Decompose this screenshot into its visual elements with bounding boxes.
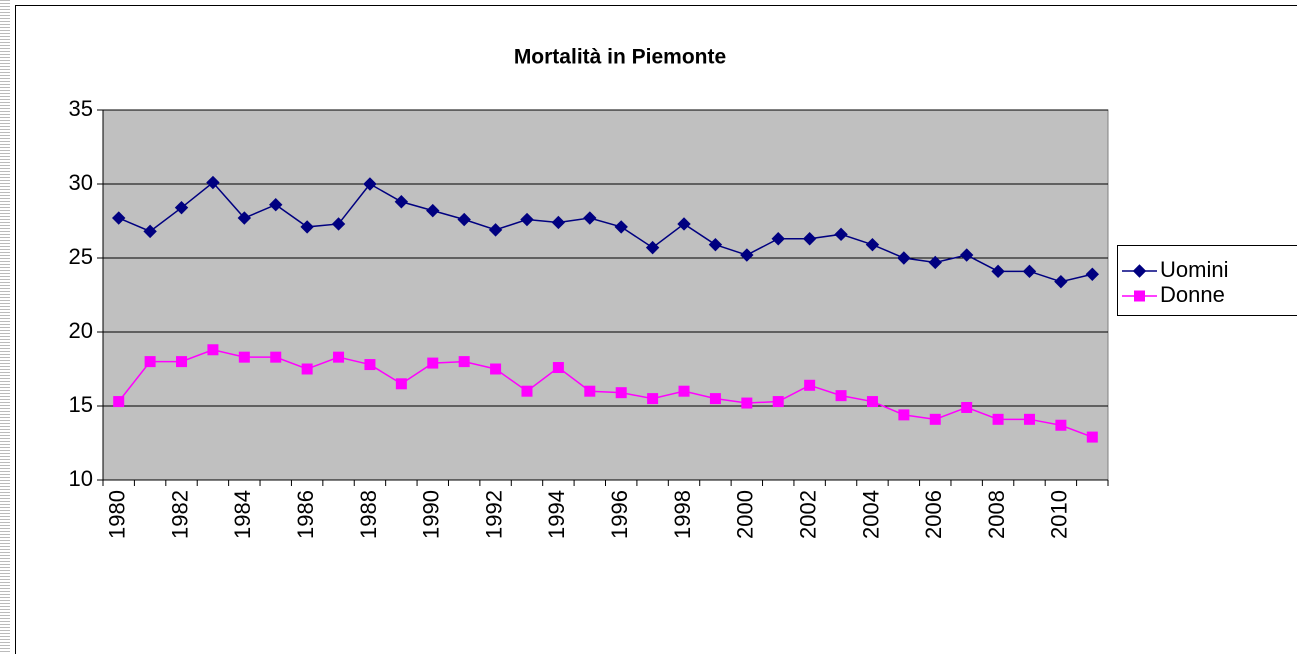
marker — [678, 385, 690, 397]
marker — [520, 212, 534, 227]
y-tick-label: 15 — [69, 392, 93, 417]
marker — [1022, 264, 1037, 279]
x-tick-label: 2000 — [733, 490, 758, 539]
marker — [521, 385, 533, 397]
marker — [959, 248, 974, 262]
marker — [333, 351, 345, 363]
marker — [614, 220, 628, 234]
x-tick-label: 1992 — [481, 490, 506, 539]
x-tick-label: 2004 — [858, 490, 883, 539]
marker — [772, 396, 784, 408]
marker — [928, 255, 942, 270]
marker — [426, 203, 440, 218]
x-tick-label: 1984 — [230, 490, 255, 539]
marker — [206, 175, 220, 190]
marker — [961, 401, 973, 413]
marker — [458, 356, 470, 368]
marker — [834, 227, 848, 242]
marker — [300, 220, 314, 234]
marker — [551, 215, 566, 230]
y-tick-label: 20 — [69, 318, 93, 343]
marker — [174, 200, 189, 215]
marker — [270, 351, 282, 363]
marker — [645, 240, 660, 255]
marker — [207, 344, 219, 356]
marker — [771, 232, 785, 246]
y-tick-label: 25 — [69, 244, 93, 269]
marker — [364, 359, 376, 371]
marker — [238, 351, 250, 363]
x-tick-label: 1996 — [607, 490, 632, 539]
legend-label: Donne — [1160, 282, 1225, 307]
marker — [929, 413, 941, 425]
marker — [176, 356, 188, 368]
marker — [898, 409, 910, 421]
x-tick-label: 1994 — [544, 490, 569, 539]
marker — [490, 363, 502, 375]
marker — [866, 396, 878, 408]
x-tick-label: 1988 — [356, 490, 381, 539]
marker — [1085, 267, 1100, 281]
marker — [1023, 413, 1035, 425]
marker — [802, 232, 817, 246]
marker — [709, 393, 721, 405]
x-tick-label: 1980 — [105, 490, 130, 539]
marker — [740, 248, 754, 262]
y-tick-label: 10 — [69, 466, 93, 491]
marker — [457, 212, 471, 227]
frame-edge — [0, 0, 10, 654]
marker — [1134, 290, 1145, 302]
x-tick-label: 2002 — [795, 490, 820, 539]
x-tick-label: 1982 — [167, 490, 192, 539]
marker — [615, 387, 627, 399]
marker — [394, 195, 409, 209]
y-tick-label: 35 — [69, 96, 93, 121]
x-tick-label: 1998 — [670, 490, 695, 539]
legend-label: Uomini — [1160, 257, 1228, 282]
marker — [269, 198, 283, 212]
marker — [301, 363, 313, 375]
marker — [143, 224, 157, 239]
x-tick-label: 2010 — [1047, 490, 1072, 539]
marker — [647, 393, 659, 405]
marker — [331, 217, 346, 231]
marker — [741, 397, 753, 409]
x-tick-label: 1990 — [419, 490, 444, 539]
marker — [552, 362, 564, 374]
x-tick-label: 2006 — [921, 490, 946, 539]
marker — [113, 396, 125, 408]
marker — [427, 357, 439, 369]
marker — [1132, 264, 1147, 278]
marker — [237, 211, 252, 225]
marker — [835, 390, 847, 402]
marker — [583, 211, 597, 225]
marker — [897, 251, 911, 265]
marker — [804, 379, 816, 391]
x-tick-label: 2008 — [984, 490, 1009, 539]
marker — [395, 378, 407, 390]
marker — [363, 177, 377, 191]
marker — [111, 211, 126, 225]
marker — [1086, 431, 1098, 443]
marker — [584, 385, 596, 397]
x-tick-label: 1986 — [293, 490, 318, 539]
marker — [991, 264, 1005, 279]
marker — [677, 217, 691, 231]
marker — [708, 237, 723, 252]
marker — [144, 356, 156, 368]
plot-area — [102, 109, 1109, 481]
marker — [865, 237, 880, 252]
marker — [1055, 419, 1067, 431]
legend — [1117, 245, 1297, 316]
chart-title: Mortalità in Piemonte — [514, 46, 726, 69]
marker — [992, 413, 1004, 425]
marker — [1054, 274, 1068, 289]
y-tick-label: 30 — [69, 170, 93, 195]
marker — [488, 223, 503, 237]
